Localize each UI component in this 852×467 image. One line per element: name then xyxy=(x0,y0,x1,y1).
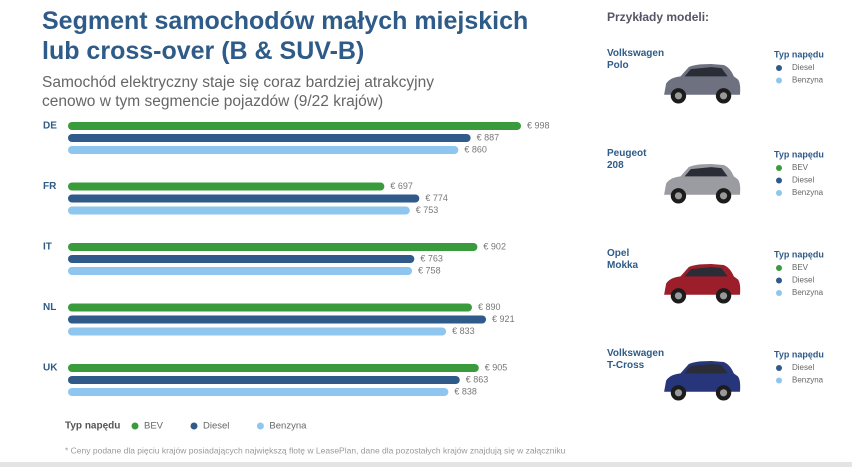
value-label: € 890 xyxy=(478,302,501,312)
type-label: Benzyna xyxy=(792,288,824,297)
category-label: UK xyxy=(43,363,58,374)
model-name: Volkswagen Polo xyxy=(607,48,664,71)
bar xyxy=(68,255,415,263)
legend-marker xyxy=(256,422,264,430)
type-label: Diesel xyxy=(792,63,814,72)
bar xyxy=(68,303,472,312)
bar xyxy=(68,364,479,372)
type-legend-title: Typ napędu xyxy=(774,349,824,359)
chart-subtitle: Samochód elektryczny staje się coraz bar… xyxy=(42,74,434,110)
type-label: Benzyna xyxy=(792,376,824,385)
type-marker xyxy=(776,177,782,184)
type-label: Benzyna xyxy=(792,76,824,85)
value-label: € 697 xyxy=(390,181,413,191)
bar xyxy=(68,146,459,154)
value-label: € 998 xyxy=(527,120,550,130)
bar xyxy=(68,388,449,396)
car-image xyxy=(664,64,741,104)
value-label: € 921 xyxy=(492,314,515,324)
type-marker xyxy=(776,265,782,271)
type-label: Diesel xyxy=(792,363,814,372)
legend-title: Typ napędu xyxy=(65,421,120,432)
type-label: Diesel xyxy=(792,276,814,285)
value-label: € 887 xyxy=(477,132,500,142)
legend-marker xyxy=(131,422,139,430)
bar xyxy=(68,194,420,203)
type-legend-title: Typ napędu xyxy=(774,49,824,59)
value-label: € 860 xyxy=(464,144,487,154)
type-legend-title: Typ napędu xyxy=(774,249,824,259)
type-marker xyxy=(776,77,782,84)
type-marker xyxy=(776,165,782,171)
bar xyxy=(68,182,385,191)
value-label: € 902 xyxy=(483,241,506,251)
category-label: NL xyxy=(43,302,56,313)
bar xyxy=(68,243,478,251)
bar xyxy=(68,376,460,384)
footnote: * Ceny podane dla pięciu krajów posiadaj… xyxy=(65,445,566,455)
type-label: BEV xyxy=(792,163,809,172)
car-image xyxy=(664,264,741,304)
category-label: FR xyxy=(43,181,57,192)
chart-title: Segment samochodów małych miejskich lub … xyxy=(42,7,529,65)
bar xyxy=(68,134,471,142)
category-label: DE xyxy=(43,121,57,132)
value-label: € 863 xyxy=(466,374,489,384)
value-label: € 833 xyxy=(452,326,475,336)
value-label: € 774 xyxy=(425,193,448,203)
panel-title: Przykłady modeli: xyxy=(607,10,709,24)
type-marker xyxy=(776,277,782,284)
type-legend-title: Typ napędu xyxy=(774,149,824,159)
model-name: Opel Mokka xyxy=(607,248,639,271)
value-label: € 763 xyxy=(420,253,443,263)
legend-label: Benzyna xyxy=(269,421,307,432)
bar xyxy=(68,267,413,275)
category-label: IT xyxy=(43,242,52,253)
type-marker xyxy=(776,365,782,371)
type-label: BEV xyxy=(792,263,809,272)
bar xyxy=(68,122,521,130)
type-label: Diesel xyxy=(792,176,814,185)
value-label: € 838 xyxy=(454,386,477,396)
bar xyxy=(68,206,410,215)
car-image xyxy=(664,361,741,401)
type-marker xyxy=(776,290,782,296)
type-marker xyxy=(776,190,782,196)
car-image xyxy=(664,164,741,204)
value-label: € 905 xyxy=(485,362,508,372)
bar xyxy=(68,327,447,336)
bar xyxy=(68,315,487,324)
type-label: Benzyna xyxy=(792,188,824,197)
model-name: Volkswagen T-Cross xyxy=(607,348,664,371)
value-label: € 753 xyxy=(416,205,439,215)
legend-label: BEV xyxy=(144,421,164,432)
legend-label: Diesel xyxy=(203,421,229,432)
bottom-bar xyxy=(0,462,852,467)
legend-marker xyxy=(190,422,198,430)
value-label: € 758 xyxy=(418,265,441,275)
type-marker xyxy=(776,65,782,71)
type-marker xyxy=(776,377,782,384)
model-name: Peugeot 208 xyxy=(607,148,647,171)
